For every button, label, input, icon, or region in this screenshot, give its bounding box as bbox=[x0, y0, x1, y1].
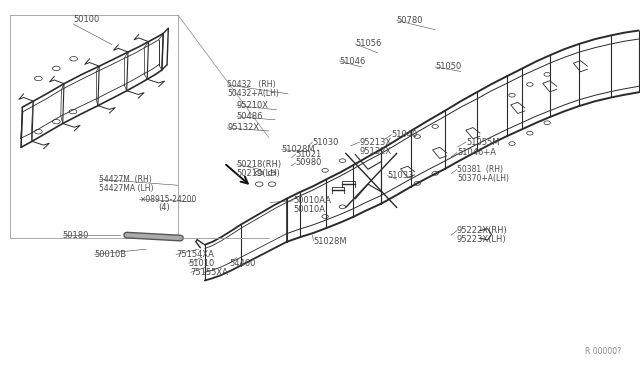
Text: 51040: 51040 bbox=[392, 130, 418, 139]
Text: 54427MA (LH): 54427MA (LH) bbox=[99, 184, 154, 193]
Text: 95210X: 95210X bbox=[237, 101, 269, 110]
Text: 75154XA: 75154XA bbox=[176, 250, 214, 259]
Text: 50980: 50980 bbox=[296, 158, 322, 167]
Text: 54427M  (RH): 54427M (RH) bbox=[99, 175, 152, 184]
Text: 75155XA: 75155XA bbox=[191, 268, 228, 277]
Text: 51028M: 51028M bbox=[282, 145, 316, 154]
Text: ×08915-24200: ×08915-24200 bbox=[140, 195, 197, 204]
Text: 50010AA: 50010AA bbox=[293, 196, 331, 205]
Text: 51028M: 51028M bbox=[314, 237, 348, 246]
Text: 51046+A: 51046+A bbox=[457, 148, 496, 157]
Text: 50432+A(LH): 50432+A(LH) bbox=[227, 89, 279, 98]
Text: 95213X: 95213X bbox=[360, 138, 392, 147]
Text: 51030: 51030 bbox=[312, 138, 339, 147]
Text: 51021: 51021 bbox=[296, 150, 322, 158]
Text: 95222X(RH): 95222X(RH) bbox=[457, 226, 508, 235]
Text: 95132X: 95132X bbox=[360, 147, 392, 155]
Text: 51050: 51050 bbox=[435, 62, 461, 71]
Text: (4): (4) bbox=[159, 203, 170, 212]
Text: 50780: 50780 bbox=[397, 16, 423, 25]
Text: 50100: 50100 bbox=[74, 15, 100, 24]
Text: 51055M: 51055M bbox=[466, 138, 499, 147]
Text: 50219(LH): 50219(LH) bbox=[237, 169, 280, 178]
Text: 50381  (RH): 50381 (RH) bbox=[457, 165, 503, 174]
Text: 50218(RH): 50218(RH) bbox=[237, 160, 282, 169]
Text: 50486: 50486 bbox=[237, 112, 263, 121]
Text: 50432   (RH): 50432 (RH) bbox=[227, 80, 276, 89]
Text: 51010: 51010 bbox=[189, 259, 215, 268]
Text: 50010B: 50010B bbox=[95, 250, 127, 259]
Text: 51046: 51046 bbox=[339, 57, 365, 65]
Text: 51033: 51033 bbox=[387, 171, 413, 180]
Text: 54460: 54460 bbox=[229, 259, 255, 268]
Text: 95223X(LH): 95223X(LH) bbox=[457, 235, 507, 244]
Text: 50180: 50180 bbox=[63, 231, 89, 240]
Text: R 00000?: R 00000? bbox=[585, 347, 621, 356]
Text: 50370+A(LH): 50370+A(LH) bbox=[457, 174, 509, 183]
Text: 50010A: 50010A bbox=[293, 205, 325, 214]
Text: 51056: 51056 bbox=[355, 39, 381, 48]
Text: 95132X: 95132X bbox=[227, 124, 259, 132]
